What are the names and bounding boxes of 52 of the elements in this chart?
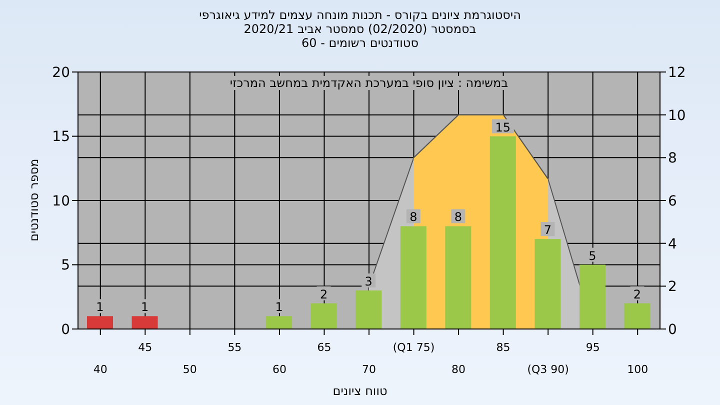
bar <box>624 303 650 329</box>
y2-tick-label: 10 <box>668 108 686 124</box>
x-tick-label: 45 <box>138 341 152 354</box>
x-tick-label: (Q3 90) <box>527 363 569 376</box>
y-tick-label: 0 <box>61 322 70 338</box>
bar <box>534 239 561 329</box>
data-label: 8 <box>410 210 418 224</box>
x-tick-label: (Q1 75) <box>392 341 435 354</box>
x-tick-label: 55 <box>228 341 242 354</box>
x-tick-label: 70 <box>362 363 376 376</box>
data-label: 7 <box>544 223 552 238</box>
bar <box>87 316 113 329</box>
x-tick-label: 100 <box>627 363 648 376</box>
data-label: 1 <box>96 300 104 314</box>
y2-tick-label: 0 <box>668 322 677 338</box>
data-label: 3 <box>364 274 372 288</box>
bar <box>356 290 382 329</box>
bar <box>445 226 472 329</box>
bar <box>579 264 606 329</box>
y2-tick-label: 8 <box>668 150 677 167</box>
x-tick-label: 85 <box>496 341 510 354</box>
data-label: 8 <box>454 210 462 224</box>
x-tick-label: 65 <box>317 341 332 354</box>
y-axis-title: מספר סטודנטים <box>27 158 41 242</box>
x-tick-label: 40 <box>93 363 108 376</box>
x-tick-label: 60 <box>272 363 286 376</box>
bar <box>310 303 337 329</box>
data-label: 15 <box>495 120 511 134</box>
y2-tick-label: 12 <box>668 64 686 81</box>
x-axis-title: טווח ציונים <box>332 384 388 398</box>
data-label: 2 <box>320 287 328 302</box>
chart-title: היסטוגרמת ציונים בקורס - תכנות מונחה עצמים למידע גיאוגרפי <box>198 8 522 22</box>
bar <box>266 316 292 329</box>
y2-tick-label: 6 <box>668 193 677 210</box>
y-tick-label: 10 <box>52 193 70 210</box>
data-label: 5 <box>588 248 596 263</box>
data-label: 1 <box>275 300 283 314</box>
data-label: 2 <box>633 287 642 302</box>
bar <box>400 226 426 329</box>
chart-subtitle: בסמסטר (02/2020) סמסטר אביב 2020/21 סטודנטים רשומים - 60 <box>242 22 478 50</box>
bar <box>490 136 516 329</box>
y-tick-label: 5 <box>61 258 70 274</box>
annotation: במשימה : ציון סופי במערכת האקדמית במחשב המרכזי <box>228 76 510 90</box>
x-tick-label: 95 <box>586 341 600 354</box>
y2-tick-label: 4 <box>668 236 677 252</box>
data-label: 1 <box>140 300 149 314</box>
y-tick-label: 15 <box>52 129 70 146</box>
y-tick-label: 20 <box>52 64 70 81</box>
y2-tick-label: 2 <box>668 279 677 296</box>
x-tick-label: 80 <box>452 363 466 376</box>
x-tick-label: 50 <box>182 363 197 376</box>
bar <box>132 316 158 329</box>
